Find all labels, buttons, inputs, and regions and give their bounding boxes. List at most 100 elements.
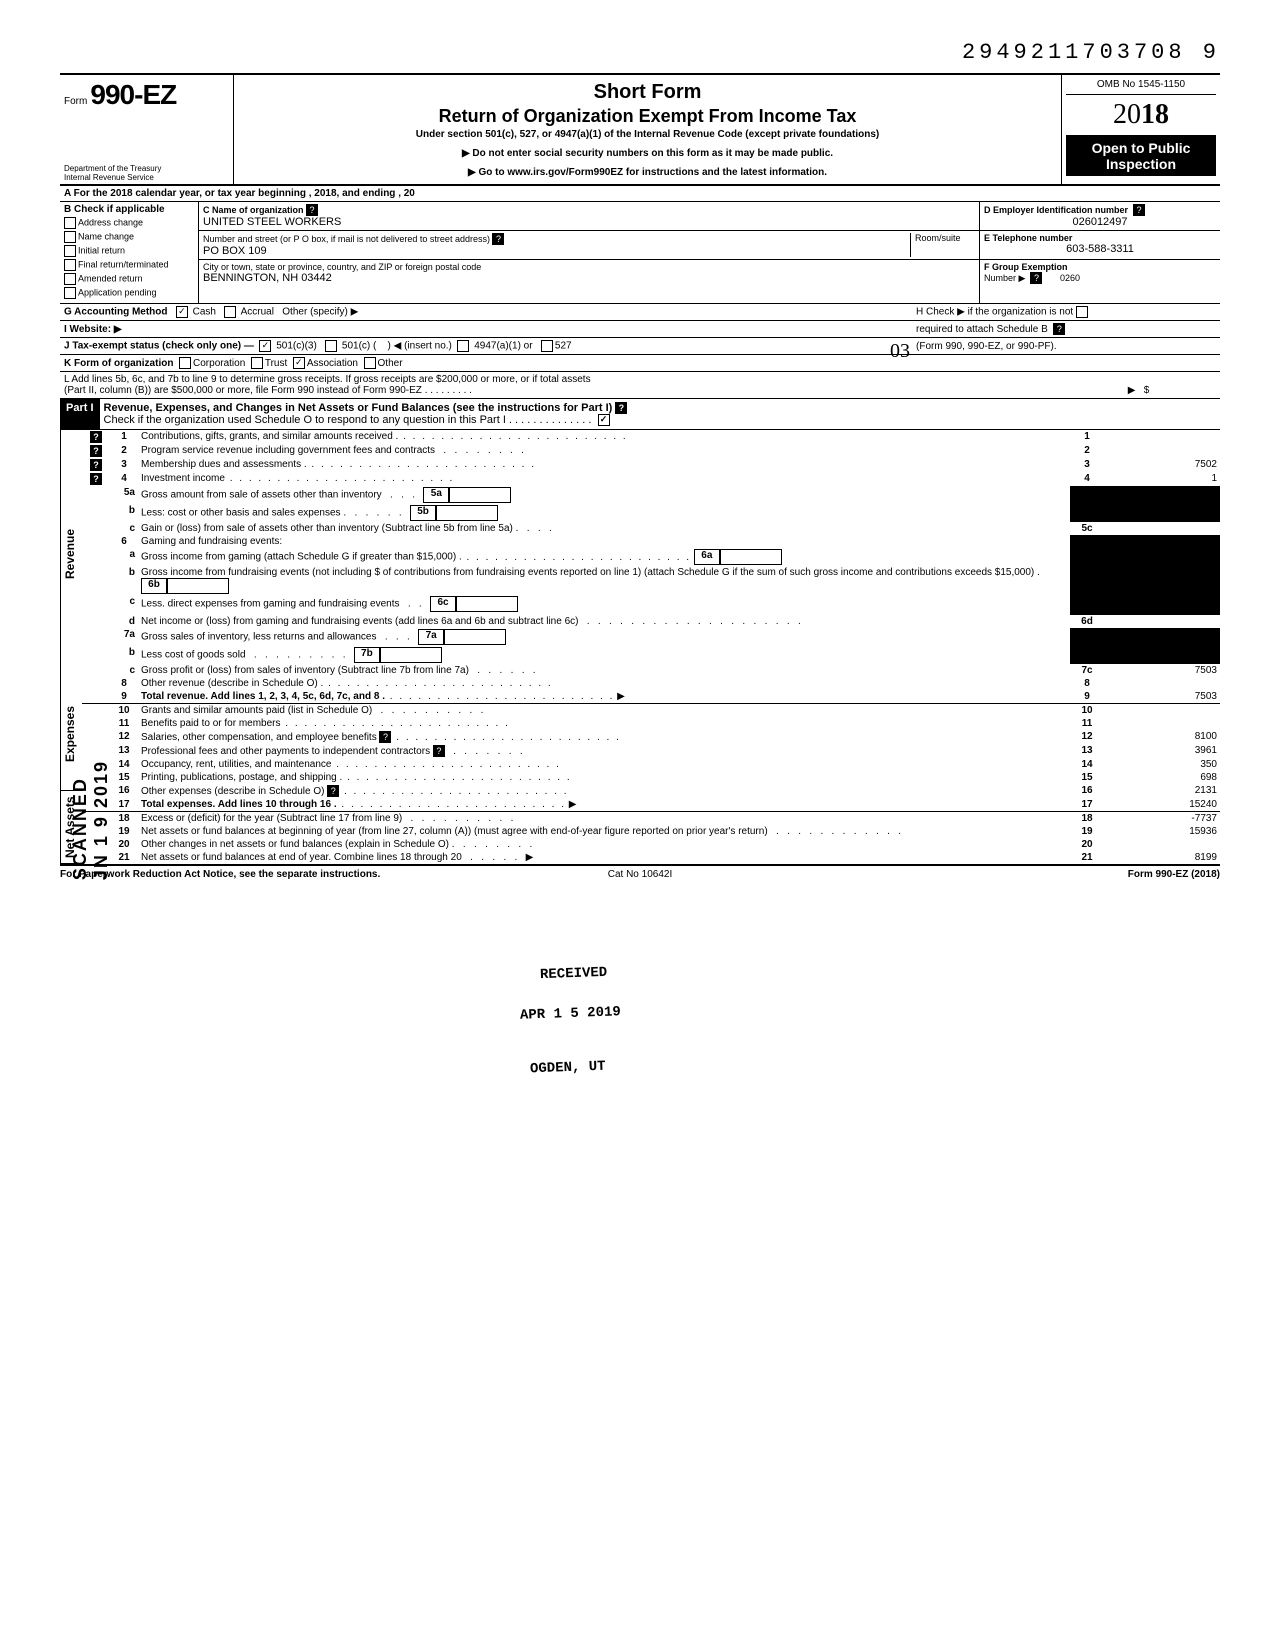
help-icon[interactable]: ? — [492, 233, 504, 245]
part1-check-o: Check if the organization used Schedule … — [104, 414, 592, 426]
tel-value: 603-588-3311 — [984, 243, 1216, 255]
chk-cash[interactable]: ✓ — [176, 306, 188, 318]
line-6: 6Gaming and fundraising events: — [82, 535, 1220, 548]
help-icon[interactable]: ? — [615, 402, 627, 414]
line-11: 11Benefits paid to or for members11 — [82, 717, 1220, 730]
line-21: 21Net assets or fund balances at end of … — [82, 851, 1220, 864]
netassets-label: Net Assets — [60, 791, 83, 864]
col-b-check-applicable: B Check if applicable Address change Nam… — [60, 202, 199, 303]
handwritten-03: 03 — [890, 340, 910, 363]
line-16: 16Other expenses (describe in Schedule O… — [82, 784, 1220, 798]
line-1: ?1Contributions, gifts, grants, and simi… — [82, 430, 1220, 444]
line-20: 20Other changes in net assets or fund ba… — [82, 838, 1220, 851]
part1-title: Revenue, Expenses, and Changes in Net As… — [104, 402, 613, 414]
received-stamp: RECEIVED — [540, 965, 608, 983]
ein-label: D Employer Identification number — [984, 205, 1128, 215]
return-title: Return of Organization Exempt From Incom… — [240, 106, 1055, 127]
footer-right: Form 990-EZ (2018) — [833, 869, 1220, 880]
line-9: 9Total revenue. Add lines 1, 2, 3, 4, 5c… — [82, 690, 1220, 704]
row-i-website: I Website: ▶ required to attach Schedule… — [60, 321, 1220, 338]
chk-trust[interactable] — [251, 357, 263, 369]
chk-final-return[interactable] — [64, 259, 76, 271]
line-12: 12Salaries, other compensation, and empl… — [82, 730, 1220, 744]
chk-schedule-b[interactable] — [1076, 306, 1088, 318]
line-5a: 5aGross amount from sale of assets other… — [82, 486, 1220, 504]
ogden-stamp: OGDEN, UT — [530, 1059, 606, 1078]
line-4: ?4Investment income41 — [82, 472, 1220, 486]
line-6d: dNet income or (loss) from gaming and fu… — [82, 615, 1220, 628]
chk-501c[interactable] — [325, 340, 337, 352]
chk-name-change[interactable] — [64, 231, 76, 243]
footer: For Paperwork Reduction Act Notice, see … — [60, 866, 1220, 880]
part1-body: Revenue Expenses Net Assets ?1Contributi… — [60, 430, 1220, 866]
short-form-title: Short Form — [240, 81, 1055, 104]
header-right: OMB No 1545-1150 2018 Open to Public Ins… — [1062, 75, 1220, 184]
line-7b: bLess cost of goods sold . . . . . . . .… — [82, 646, 1220, 664]
chk-other-org[interactable] — [364, 357, 376, 369]
row-a-calendar-year: A For the 2018 calendar year, or tax yea… — [60, 186, 1220, 202]
chk-schedule-o[interactable]: ✓ — [598, 414, 610, 426]
header-left: Form 990-EZ Department of the Treasury I… — [60, 75, 234, 184]
chk-527[interactable] — [541, 340, 553, 352]
line-3: ?3Membership dues and assessments .37502 — [82, 458, 1220, 472]
form-label: Form — [64, 96, 87, 107]
expenses-label: Expenses — [60, 678, 83, 791]
col-b-header: B Check if applicable — [64, 204, 194, 215]
col-def: D Employer Identification number ? 02601… — [980, 202, 1220, 303]
grp-label2: Number ▶ — [984, 273, 1025, 283]
date-stamp: APR 1 5 2019 — [520, 1004, 621, 1024]
line-18: 18Excess or (deficit) for the year (Subt… — [82, 812, 1220, 826]
line-19: 19Net assets or fund balances at beginni… — [82, 825, 1220, 838]
col-c-org-info: C Name of organization ? UNITED STEEL WO… — [199, 202, 980, 303]
revenue-label: Revenue — [60, 430, 83, 678]
chk-501c3[interactable]: ✓ — [259, 340, 271, 352]
footer-left: For Paperwork Reduction Act Notice, see … — [60, 869, 447, 880]
open-public: Open to Public Inspection — [1066, 136, 1216, 176]
row-j-tax-exempt: J Tax-exempt status (check only one) — ✓… — [60, 338, 1220, 355]
part1-header-row: Part I Revenue, Expenses, and Changes in… — [60, 399, 1220, 430]
line-14: 14Occupancy, rent, utilities, and mainte… — [82, 758, 1220, 771]
chk-amended[interactable] — [64, 273, 76, 285]
city-label: City or town, state or province, country… — [203, 262, 481, 272]
line-10: 10Grants and similar amounts paid (list … — [82, 704, 1220, 718]
footer-center: Cat No 10642I — [447, 869, 834, 880]
chk-accrual[interactable] — [224, 306, 236, 318]
section-bcdef: B Check if applicable Address change Nam… — [60, 202, 1220, 304]
name-label: C Name of organization — [203, 205, 304, 215]
help-icon[interactable]: ? — [1053, 323, 1065, 335]
addr-label: Number and street (or P O box, if mail i… — [203, 234, 490, 244]
form-header: Form 990-EZ Department of the Treasury I… — [60, 73, 1220, 186]
line-7c: cGross profit or (loss) from sales of in… — [82, 664, 1220, 677]
help-icon[interactable]: ? — [306, 204, 318, 216]
help-icon[interactable]: ? — [1030, 272, 1042, 284]
tax-year: 2018 — [1066, 95, 1216, 136]
org-address: PO BOX 109 — [203, 245, 267, 257]
chk-4947[interactable] — [457, 340, 469, 352]
omb-number: OMB No 1545-1150 — [1066, 79, 1216, 95]
ein-value: 026012497 — [984, 216, 1216, 228]
room-suite: Room/suite — [911, 233, 975, 257]
line-17: 17Total expenses. Add lines 10 through 1… — [82, 798, 1220, 812]
form-number: 990-EZ — [90, 79, 176, 110]
row-k-form-org: K Form of organization Corporation Trust… — [60, 355, 1220, 372]
help-icon[interactable]: ? — [1133, 204, 1145, 216]
grp-value: 0260 — [1060, 273, 1080, 283]
line-13: 13Professional fees and other payments t… — [82, 744, 1220, 758]
chk-initial-return[interactable] — [64, 245, 76, 257]
line-2: ?2Program service revenue including gove… — [82, 444, 1220, 458]
org-name: UNITED STEEL WORKERS — [203, 216, 341, 228]
chk-corp[interactable] — [179, 357, 191, 369]
inst-ssn: ▶ Do not enter social security numbers o… — [240, 148, 1055, 159]
lines-table: ?1Contributions, gifts, grants, and simi… — [82, 430, 1220, 864]
subtitle: Under section 501(c), 527, or 4947(a)(1)… — [240, 129, 1055, 140]
chk-address-change[interactable] — [64, 217, 76, 229]
line-15: 15Printing, publications, postage, and s… — [82, 771, 1220, 784]
row-g-accounting: G Accounting Method ✓ Cash Accrual Other… — [60, 304, 1220, 321]
header-center: Short Form Return of Organization Exempt… — [234, 75, 1062, 184]
org-city: BENNINGTON, NH 03442 — [203, 272, 332, 284]
top-barcode-number: 2949211703708 9 — [60, 40, 1220, 65]
row-l-gross-receipts: L Add lines 5b, 6c, and 7b to line 9 to … — [60, 372, 1220, 399]
chk-application-pending[interactable] — [64, 287, 76, 299]
line-7a: 7aGross sales of inventory, less returns… — [82, 628, 1220, 646]
chk-assoc[interactable]: ✓ — [293, 357, 305, 369]
